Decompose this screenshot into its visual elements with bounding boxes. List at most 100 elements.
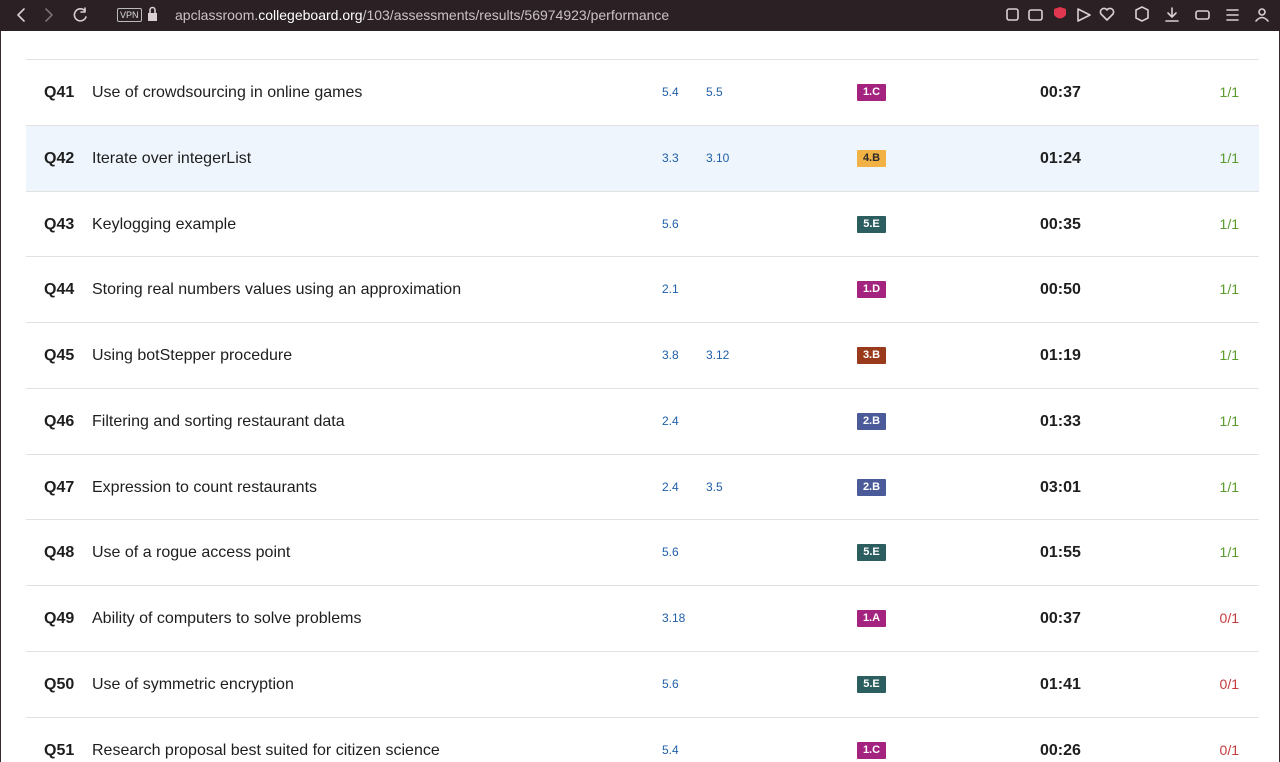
score: 1/1 <box>1219 215 1239 232</box>
topic-link: 5.6 <box>662 676 679 691</box>
question-title: Use of a rogue access point <box>92 544 291 562</box>
menu-icon[interactable] <box>1226 9 1239 21</box>
heart-icon[interactable] <box>1099 7 1115 21</box>
skill-badge: 5.E <box>857 675 886 693</box>
skill-badge: 2.B <box>857 412 886 430</box>
skill-badge: 3.B <box>857 347 886 364</box>
skill-badge: 4.B <box>857 149 886 167</box>
question-title: Expression to count restaurants <box>92 478 318 496</box>
time-spent: 01:55 <box>1040 544 1081 562</box>
back-button[interactable] <box>17 8 25 22</box>
question-row[interactable]: Q44 Storing real numbers values using an … <box>26 256 1259 322</box>
forward-button[interactable] <box>45 8 53 22</box>
topic-link: 5.6 <box>662 216 679 231</box>
question-number: Q45 <box>44 347 75 364</box>
edit-icon[interactable] <box>1006 8 1019 21</box>
shield-icon[interactable] <box>1054 7 1066 19</box>
question-row[interactable]: Q41 Use of crowdsourcing in online games 5… <box>26 59 1259 125</box>
skill-badge: 5.E <box>857 544 886 562</box>
topic-link: 3.3 <box>662 150 679 165</box>
topic-link: 3.12 <box>706 348 730 362</box>
time-spent: 00:35 <box>1040 215 1081 233</box>
question-row[interactable]: Q51 Research proposal best suited for cit… <box>26 716 1259 762</box>
score: 1/1 <box>1219 149 1239 166</box>
address-bar[interactable]: apclassroom.collegeboard.org/103/assessm… <box>175 7 669 23</box>
score: 1/1 <box>1219 478 1239 495</box>
topic-link: 3.8 <box>662 348 679 362</box>
reload-button[interactable] <box>73 7 87 22</box>
time-spent: 01:33 <box>1040 412 1081 430</box>
question-title: Keylogging example <box>92 215 237 233</box>
lock-icon <box>148 13 157 21</box>
lock-shackle <box>149 6 156 14</box>
question-number: Q42 <box>44 149 75 167</box>
score: 1/1 <box>1219 412 1239 429</box>
browser-toolbar: VPN apclassroom.collegeboard.org/103/ass… <box>0 0 1280 31</box>
time-spent: 01:24 <box>1040 149 1081 167</box>
question-row[interactable]: Q47 Expression to count restaurants 2.4 3.5… <box>26 453 1259 520</box>
topic-link: 5.6 <box>662 545 679 560</box>
time-spent: 03:01 <box>1040 478 1081 496</box>
question-number: Q51 <box>44 741 75 759</box>
question-title: Research proposal best suited for citize… <box>92 741 440 759</box>
score: 1/1 <box>1219 544 1239 561</box>
time-spent: 00:37 <box>1040 610 1081 627</box>
url-prefix: apclassroom. <box>175 7 259 23</box>
question-number: Q49 <box>44 610 75 627</box>
camera-icon[interactable] <box>1028 9 1043 21</box>
topic-link: 3.18 <box>662 611 686 625</box>
profile-icon[interactable] <box>1258 8 1266 16</box>
skill-badge: 2.B <box>857 478 886 496</box>
question-row[interactable]: Q46 Filtering and sorting restaurant data… <box>26 387 1259 454</box>
skill-badge: 5.E <box>857 215 886 233</box>
question-number: Q41 <box>44 84 75 101</box>
box-icon[interactable] <box>1135 6 1149 22</box>
topic-link: 3.5 <box>706 479 723 494</box>
topic-link: 2.1 <box>662 282 679 297</box>
profile-body <box>1255 16 1269 22</box>
score: 1/1 <box>1219 84 1239 100</box>
topic-link: 2.4 <box>662 413 679 428</box>
vpn-badge[interactable]: VPN <box>117 8 142 22</box>
score: 0/1 <box>1219 741 1239 758</box>
time-spent: 00:50 <box>1040 281 1081 299</box>
partial-row <box>26 31 1259 60</box>
question-row[interactable]: Q50 Use of symmetric encryption 5.6 5.E 01:4… <box>26 650 1259 717</box>
question-row[interactable]: Q48 Use of a rogue access point 5.6 5.E 01:5… <box>26 519 1259 585</box>
topic-link: 5.4 <box>662 742 679 757</box>
question-row[interactable]: Q45 Using botStepper procedure 3.8 3.12 3.B 0… <box>26 322 1259 388</box>
toolbar-icons <box>17 6 1269 22</box>
url-path: /103/assessments/results/56974923/perfor… <box>362 7 670 23</box>
topic-link: 3.10 <box>706 150 730 165</box>
skill-badge: 1.C <box>857 84 886 101</box>
question-title: Filtering and sorting restaurant data <box>92 412 345 430</box>
question-row[interactable]: Q49 Ability of computers to solve problem… <box>26 585 1259 651</box>
question-number: Q43 <box>44 215 75 233</box>
question-title: Ability of computers to solve problems <box>92 610 362 627</box>
skill-badge: 1.C <box>857 741 886 759</box>
skill-badge: 1.D <box>857 281 886 299</box>
download-icon[interactable] <box>1165 7 1179 22</box>
battery-icon[interactable] <box>1195 10 1210 20</box>
question-row[interactable]: Q43 Keylogging example 5.6 5.E 00:35 1/1 <box>26 190 1259 257</box>
question-title: Use of symmetric encryption <box>92 675 294 693</box>
question-number: Q46 <box>44 412 75 430</box>
score: 1/1 <box>1219 281 1239 298</box>
question-title: Use of crowdsourcing in online games <box>92 84 363 101</box>
question-row[interactable]: Q42 Iterate over integerList 3.3 3.10 4.B 01:… <box>26 124 1259 191</box>
time-spent: 00:26 <box>1040 741 1081 759</box>
question-title: Storing real numbers values using an app… <box>92 281 462 299</box>
topic-link: 2.4 <box>662 479 679 494</box>
question-number: Q47 <box>44 478 75 496</box>
topic-link: 5.5 <box>706 85 723 99</box>
question-number: Q44 <box>44 281 75 299</box>
score: 0/1 <box>1219 675 1239 692</box>
question-number: Q48 <box>44 544 75 562</box>
time-spent: 00:37 <box>1040 84 1081 101</box>
topic-link: 5.4 <box>662 85 679 99</box>
time-spent: 01:19 <box>1040 347 1081 364</box>
send-icon[interactable] <box>1077 8 1091 22</box>
url-domain: collegeboard.org <box>258 7 363 23</box>
time-spent: 01:41 <box>1040 675 1081 693</box>
